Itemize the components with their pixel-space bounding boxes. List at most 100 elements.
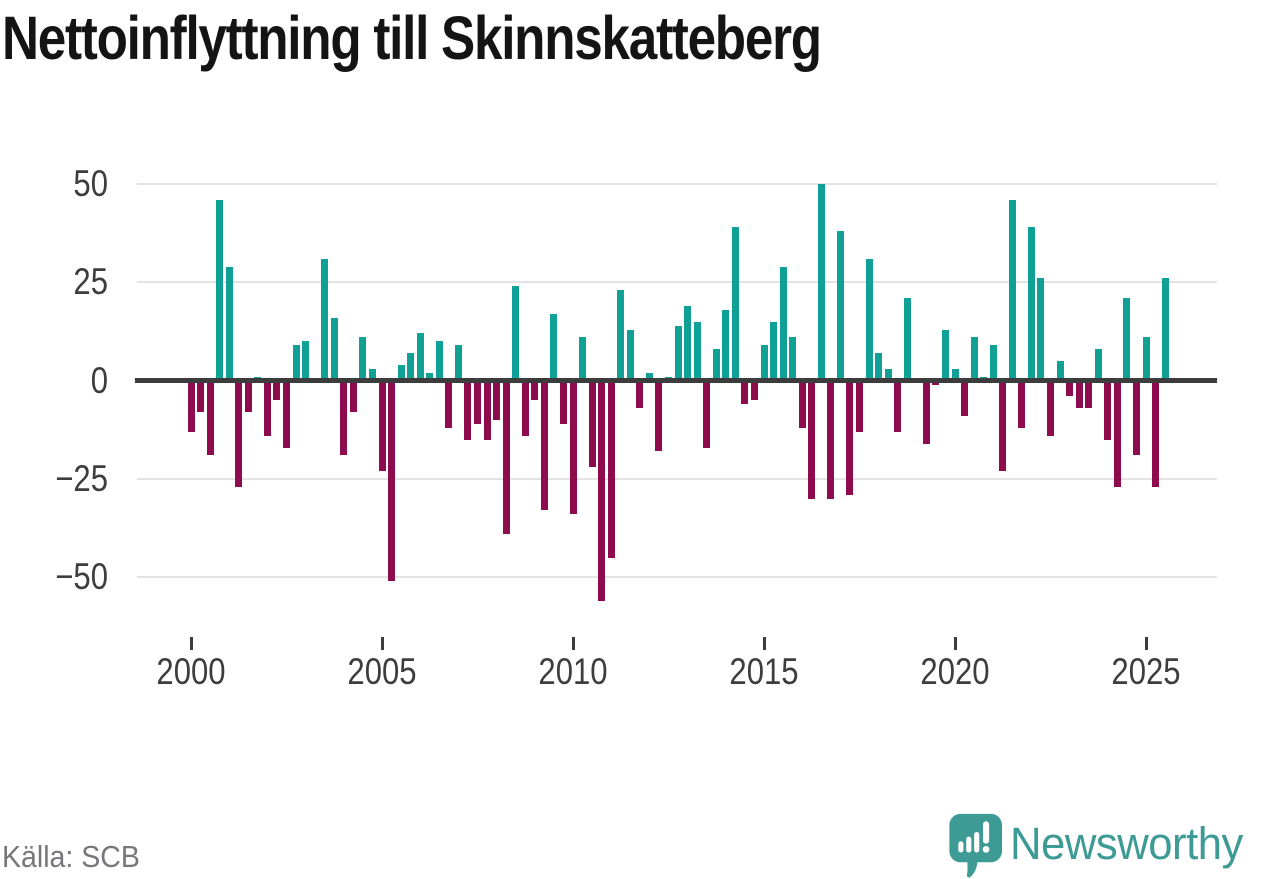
bar-2009-Q4 (559, 380, 567, 424)
bar-2006-Q3 (435, 341, 443, 381)
bar-2006-Q4 (445, 380, 453, 428)
bar-2015-Q3 (779, 266, 787, 381)
bar-2023-Q4 (1094, 349, 1102, 381)
bar-2017-Q4 (865, 258, 873, 381)
bar-2014-Q4 (750, 380, 758, 401)
chart-title: Nettoinflyttning till Skinnskatteberg (2, 4, 822, 72)
x-axis-tick-2005 (380, 637, 384, 650)
bar-2004-Q4 (368, 368, 376, 381)
y-axis-label--50: −50 (55, 556, 108, 598)
x-axis-tick-2010 (571, 637, 575, 650)
bar-2002-Q1 (263, 380, 271, 436)
x-axis-tick-2015 (762, 637, 766, 650)
bar-2023-Q2 (1075, 380, 1083, 409)
bar-2012-Q4 (674, 325, 682, 381)
bar-2023-Q3 (1085, 380, 1093, 409)
y-axis-label-0: 0 (90, 359, 108, 401)
bar-2018-Q2 (884, 368, 892, 381)
x-axis-tick-2020 (953, 637, 957, 650)
bar-2007-Q3 (474, 380, 481, 424)
bar-2021-Q4 (1018, 380, 1026, 428)
bar-2015-Q1 (760, 345, 768, 381)
bar-2008-Q3 (512, 286, 520, 381)
bar-2001-Q3 (244, 380, 252, 413)
bar-2017-Q3 (856, 380, 863, 432)
bar-2000-Q2 (197, 380, 205, 413)
bar-2013-Q3 (703, 380, 711, 448)
gridline-y-50 (137, 576, 1217, 579)
bar-2024-Q4 (1132, 380, 1140, 456)
x-axis-tick-2000 (189, 637, 193, 650)
bar-2004-Q1 (340, 380, 348, 456)
bar-2020-Q3 (970, 337, 978, 381)
bar-2017-Q2 (846, 380, 854, 495)
bar-2018-Q3 (894, 380, 902, 432)
bar-2004-Q3 (359, 337, 367, 381)
x-axis-tick-2025 (1144, 637, 1148, 650)
bar-2022-Q3 (1047, 380, 1054, 436)
bar-2013-Q1 (684, 305, 692, 381)
bar-2000-Q3 (206, 380, 214, 456)
bar-2007-Q2 (464, 380, 472, 440)
bar-2010-Q3 (588, 380, 596, 468)
x-axis-label-2005: 2005 (347, 651, 417, 692)
bar-2021-Q2 (999, 380, 1007, 472)
bar-2012-Q2 (655, 380, 663, 452)
newsworthy-bubble-barchart-icon (948, 812, 1004, 879)
newsworthy-wordmark: Newsworthy (1010, 818, 1243, 869)
bar-2010-Q1 (569, 380, 577, 515)
bar-2005-Q4 (407, 353, 415, 381)
bar-2010-Q2 (579, 337, 587, 381)
bar-2013-Q2 (693, 321, 701, 381)
bar-2010-Q4 (598, 380, 606, 601)
bar-2016-Q2 (808, 380, 816, 499)
bar-2020-Q1 (951, 368, 959, 381)
bar-2023-Q1 (1066, 380, 1074, 397)
bar-2019-Q4 (941, 329, 949, 381)
bar-2025-Q1 (1142, 337, 1150, 381)
bar-2021-Q3 (1008, 199, 1016, 381)
bar-2024-Q2 (1113, 380, 1121, 487)
bar-2005-Q1 (378, 380, 386, 472)
bar-2000-Q1 (187, 380, 195, 432)
bar-2005-Q3 (397, 364, 405, 381)
bar-2014-Q1 (722, 309, 730, 381)
bar-2015-Q4 (789, 337, 797, 381)
bar-2007-Q1 (454, 345, 462, 381)
bar-2015-Q2 (770, 321, 778, 381)
bar-2012-Q1 (645, 372, 653, 381)
bar-2016-Q4 (827, 380, 835, 499)
bar-2022-Q4 (1056, 360, 1064, 381)
x-axis-label-2020: 2020 (920, 651, 990, 692)
y-axis-label-50: 50 (73, 163, 108, 204)
bar-2016-Q3 (817, 184, 825, 381)
bar-2003-Q1 (302, 341, 310, 381)
bar-2006-Q1 (416, 333, 424, 381)
gridline-y50 (137, 183, 1217, 185)
bar-2004-Q2 (349, 380, 357, 413)
bar-2006-Q2 (426, 372, 434, 381)
bar-2000-Q4 (216, 199, 224, 381)
bar-2013-Q4 (712, 349, 720, 381)
gridline-y25 (137, 281, 1217, 284)
bar-2021-Q1 (989, 345, 997, 381)
bar-2005-Q2 (388, 380, 396, 582)
zero-axis-line (135, 378, 1217, 384)
bar-2001-Q2 (235, 380, 243, 487)
bar-2009-Q2 (540, 380, 548, 511)
bar-2002-Q4 (292, 345, 300, 381)
bar-2011-Q3 (626, 329, 634, 381)
x-axis-label-2025: 2025 (1111, 651, 1181, 692)
bar-2011-Q4 (636, 380, 644, 409)
bar-2017-Q1 (836, 231, 844, 381)
bar-2018-Q1 (875, 353, 883, 381)
bar-2025-Q3 (1161, 278, 1169, 381)
bar-2016-Q1 (798, 380, 806, 428)
gridline-y-25 (137, 477, 1217, 480)
bar-2009-Q3 (550, 313, 558, 381)
plot-area (135, 183, 1217, 601)
bar-2022-Q2 (1037, 278, 1045, 381)
bar-2008-Q4 (521, 380, 529, 436)
x-axis-label-2015: 2015 (729, 651, 799, 692)
